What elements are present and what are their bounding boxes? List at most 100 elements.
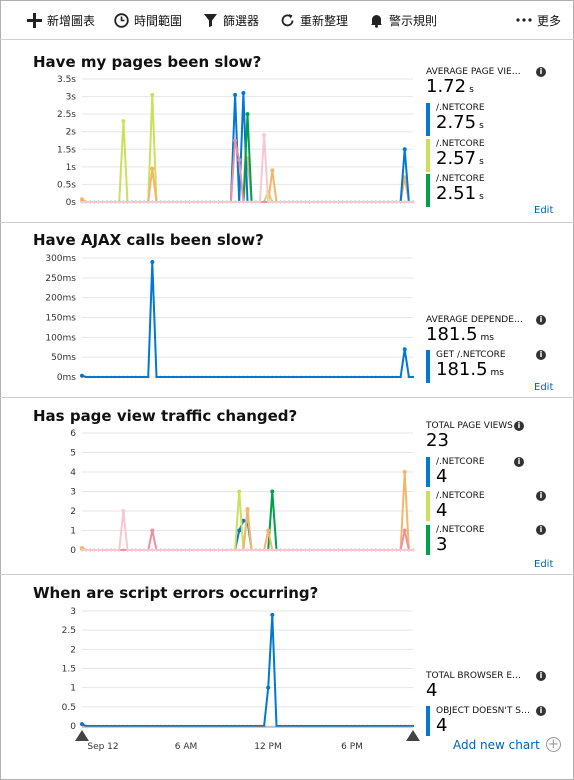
data-point bbox=[122, 200, 125, 204]
add-new-chart-button[interactable]: Add new chart + bbox=[453, 737, 561, 752]
data-point bbox=[93, 548, 96, 552]
metric-value: 3 bbox=[436, 534, 448, 555]
data-point bbox=[254, 375, 257, 379]
data-point bbox=[374, 548, 377, 552]
data-point bbox=[366, 200, 369, 204]
data-point bbox=[163, 548, 166, 552]
data-point bbox=[159, 375, 162, 379]
more-label: 更多 bbox=[537, 13, 562, 28]
time-range-button[interactable]: 時間範圍 bbox=[114, 10, 182, 30]
data-point bbox=[411, 375, 415, 379]
metric-series-1[interactable]: GET /.NETCORE i 181.5 ms bbox=[426, 350, 552, 383]
page-views-chart[interactable]: 6 5 4 3 2 1 0 bbox=[0, 407, 420, 577]
info-icon[interactable]: i bbox=[536, 706, 546, 716]
data-point bbox=[93, 200, 96, 204]
data-point bbox=[341, 375, 344, 379]
data-point bbox=[167, 548, 171, 552]
metric-value: 181.5 bbox=[426, 324, 478, 345]
data-point bbox=[184, 548, 187, 552]
alert-rules-button[interactable]: 警示規則 bbox=[369, 10, 437, 30]
toolbar: 新增圖表 時間範圍 篩選器 重新整理 警示規則 更多 bbox=[0, 0, 574, 40]
data-point bbox=[382, 375, 386, 379]
data-point bbox=[80, 197, 84, 202]
section-title: Has page view traffic changed? bbox=[33, 407, 298, 425]
info-icon[interactable]: i bbox=[536, 671, 546, 681]
add-chart-button[interactable]: 新增圖表 bbox=[27, 10, 95, 30]
info-icon[interactable]: i bbox=[536, 350, 546, 360]
metric-average-dependency[interactable]: AVERAGE DEPENDEN... i 181.5 ms bbox=[426, 315, 552, 348]
section-divider bbox=[0, 397, 574, 398]
data-point bbox=[386, 548, 390, 552]
metric-average-page-view[interactable]: AVERAGE PAGE VIEW... i 1.72 s bbox=[426, 67, 552, 100]
data-point bbox=[391, 375, 394, 379]
data-point bbox=[411, 200, 415, 204]
data-point bbox=[320, 200, 324, 204]
edit-link[interactable]: Edit bbox=[534, 205, 554, 216]
section-page-load: Have my pages been slow? 3.5s 3s 2.5s 2s 1.5… bbox=[0, 53, 574, 223]
data-point bbox=[275, 375, 278, 379]
data-point bbox=[337, 548, 340, 552]
series-line[interactable] bbox=[82, 92, 413, 203]
y-tick-label: 3s bbox=[66, 93, 77, 103]
data-point bbox=[411, 548, 415, 552]
data-point bbox=[270, 168, 275, 173]
y-tick-label: 1.5 bbox=[62, 665, 76, 675]
info-icon[interactable]: i bbox=[536, 525, 546, 535]
data-point bbox=[84, 375, 88, 379]
metric-series-2[interactable]: /.NETCORE i 4 bbox=[426, 491, 552, 521]
metric-series-2[interactable]: /.NETCORE 2.57 s bbox=[426, 139, 552, 172]
series-line[interactable] bbox=[82, 519, 413, 551]
series-line[interactable] bbox=[81, 261, 413, 378]
range-handle-right-icon[interactable] bbox=[406, 730, 420, 741]
series-line[interactable] bbox=[82, 529, 413, 551]
metric-series-3[interactable]: /.NETCORE 2.51 s bbox=[426, 174, 552, 207]
data-point bbox=[254, 200, 257, 204]
data-point bbox=[122, 548, 125, 552]
ajax-chart[interactable]: 300ms 250ms 200ms 150ms 100ms 50ms 0ms bbox=[0, 231, 420, 396]
data-point bbox=[109, 375, 113, 379]
script-errors-chart[interactable]: 3 2.5 2 1.5 1 0.5 0 Sep 12 6 AM 12 PM 6 PM bbox=[0, 584, 420, 759]
range-handle-left-icon[interactable] bbox=[75, 730, 89, 741]
refresh-button[interactable]: 重新整理 bbox=[280, 10, 348, 30]
data-point bbox=[266, 375, 270, 379]
metric-total-page-views[interactable]: TOTAL PAGE VIEWS i 23 bbox=[426, 421, 552, 451]
edit-link[interactable]: Edit bbox=[534, 382, 554, 393]
data-point bbox=[403, 200, 406, 204]
y-tick-label: 2.5 bbox=[62, 626, 76, 636]
info-icon[interactable]: i bbox=[536, 491, 546, 501]
metric-series-1[interactable]: OBJECT DOESN'T SUP... i 4 bbox=[426, 706, 552, 736]
y-tick-label: 0.5 bbox=[62, 703, 76, 713]
data-point bbox=[266, 200, 270, 204]
data-point bbox=[233, 200, 237, 204]
data-point bbox=[204, 200, 208, 204]
data-point bbox=[402, 347, 407, 352]
info-icon[interactable]: i bbox=[536, 67, 546, 77]
data-point bbox=[316, 548, 320, 552]
y-tick-label: 50ms bbox=[51, 353, 76, 363]
page-load-chart[interactable]: 3.5s 3s 2.5s 2s 1.5s 1s 0.5s 0s bbox=[0, 53, 420, 223]
more-button[interactable]: 更多 bbox=[516, 10, 561, 30]
series-line[interactable] bbox=[81, 613, 413, 727]
data-point bbox=[358, 375, 361, 379]
data-point bbox=[184, 200, 187, 204]
edit-link[interactable]: Edit bbox=[534, 559, 554, 570]
metric-series-1[interactable]: /.NETCORE 2.75 s bbox=[426, 103, 552, 136]
data-point bbox=[180, 375, 183, 379]
data-point bbox=[213, 548, 216, 552]
data-point bbox=[229, 200, 233, 204]
metric-series-3[interactable]: /.NETCORE i 3 bbox=[426, 525, 552, 555]
filter-button[interactable]: 篩選器 bbox=[203, 10, 259, 30]
data-point bbox=[358, 548, 361, 552]
metric-series-1[interactable]: /.NETCORE i 4 bbox=[426, 457, 552, 487]
data-point bbox=[97, 548, 100, 552]
info-icon[interactable]: i bbox=[536, 315, 546, 325]
metric-total-browser-exceptions[interactable]: TOTAL BROWSER EX... i 4 bbox=[426, 671, 552, 701]
y-tick-label: 200ms bbox=[45, 294, 76, 304]
data-point bbox=[295, 375, 299, 379]
metrics-panel: AVERAGE PAGE VIEW... i 1.72 s /.NETCORE 2… bbox=[426, 67, 556, 223]
info-icon[interactable]: i bbox=[514, 457, 524, 467]
y-tick-label: 1s bbox=[66, 163, 77, 173]
info-icon[interactable]: i bbox=[514, 421, 524, 431]
data-point bbox=[287, 548, 291, 552]
data-point bbox=[304, 200, 307, 204]
